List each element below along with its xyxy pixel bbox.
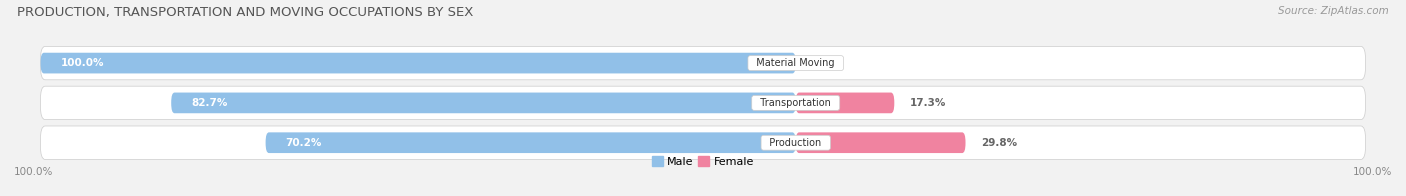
- Text: 100.0%: 100.0%: [14, 167, 53, 177]
- Text: 82.7%: 82.7%: [191, 98, 228, 108]
- FancyBboxPatch shape: [796, 132, 966, 153]
- FancyBboxPatch shape: [796, 93, 894, 113]
- Text: 29.8%: 29.8%: [981, 138, 1018, 148]
- FancyBboxPatch shape: [172, 93, 796, 113]
- FancyBboxPatch shape: [41, 86, 1365, 120]
- Legend: Male, Female: Male, Female: [647, 152, 759, 171]
- FancyBboxPatch shape: [266, 132, 796, 153]
- Text: 0.0%: 0.0%: [811, 58, 841, 68]
- FancyBboxPatch shape: [41, 46, 1365, 80]
- Text: Source: ZipAtlas.com: Source: ZipAtlas.com: [1278, 6, 1389, 16]
- FancyBboxPatch shape: [41, 53, 796, 74]
- FancyBboxPatch shape: [41, 126, 1365, 159]
- Text: 70.2%: 70.2%: [285, 138, 322, 148]
- Text: Transportation: Transportation: [754, 98, 838, 108]
- Text: 100.0%: 100.0%: [1353, 167, 1392, 177]
- Text: Material Moving: Material Moving: [751, 58, 841, 68]
- Text: 100.0%: 100.0%: [60, 58, 104, 68]
- Text: PRODUCTION, TRANSPORTATION AND MOVING OCCUPATIONS BY SEX: PRODUCTION, TRANSPORTATION AND MOVING OC…: [17, 6, 474, 19]
- Text: 17.3%: 17.3%: [910, 98, 946, 108]
- Text: Production: Production: [763, 138, 828, 148]
